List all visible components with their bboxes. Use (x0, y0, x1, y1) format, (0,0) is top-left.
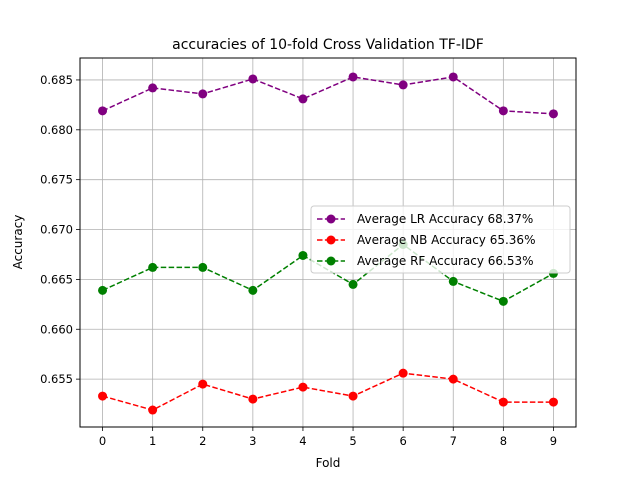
y-tick-label: 0.655 (40, 372, 73, 386)
y-tick-label: 0.680 (40, 123, 73, 137)
x-tick-label: 2 (199, 434, 206, 448)
data-point-series-0 (148, 83, 158, 93)
legend-marker-0 (326, 214, 336, 224)
y-axis-ticks: 0.655 0.660 0.665 0.670 0.675 0.680 0.685 (40, 73, 80, 386)
data-point-series-0 (248, 74, 258, 84)
x-tick-label: 4 (299, 434, 306, 448)
series-line-0 (102, 76, 554, 115)
x-tick-label: 5 (349, 434, 356, 448)
data-point-series-2 (248, 285, 258, 295)
data-point-series-1 (498, 397, 508, 407)
x-axis-ticks: 0 1 2 3 4 5 6 7 8 9 (99, 427, 557, 448)
legend-label-2: Average RF Accuracy 66.53% (357, 254, 534, 268)
y-tick-label: 0.670 (40, 223, 73, 237)
data-point-series-1 (98, 391, 108, 401)
data-point-series-1 (348, 391, 358, 401)
data-point-series-0 (498, 106, 508, 116)
x-tick-label: 3 (249, 434, 256, 448)
data-point-series-0 (548, 109, 558, 119)
data-point-series-1 (298, 382, 308, 392)
y-axis-label: Accuracy (11, 215, 25, 270)
legend-label-0: Average LR Accuracy 68.37% (357, 212, 533, 226)
data-point-series-1 (398, 368, 408, 378)
data-point-series-0 (198, 89, 208, 99)
legend-marker-1 (326, 235, 336, 245)
y-tick-label: 0.675 (40, 173, 73, 187)
data-point-series-0 (448, 72, 458, 82)
data-point-series-2 (148, 262, 158, 272)
legend-frame (310, 205, 571, 274)
x-tick-label: 1 (149, 434, 156, 448)
data-point-series-2 (498, 296, 508, 306)
data-point-series-0 (348, 72, 358, 82)
plot-area-frame (79, 57, 577, 428)
chart-title: accuracies of 10-fold Cross Validation T… (172, 37, 484, 53)
series-line-1 (102, 372, 554, 411)
legend-label-1: Average NB Accuracy 65.36% (357, 233, 535, 247)
y-tick-label: 0.685 (40, 73, 73, 87)
x-axis-label: Fold (316, 456, 341, 470)
data-point-series-0 (98, 106, 108, 116)
data-point-series-2 (448, 276, 458, 286)
data-point-series-1 (248, 394, 258, 404)
x-tick-label: 9 (550, 434, 557, 448)
data-point-series-2 (198, 262, 208, 272)
legend: Average LR Accuracy 68.37% Average NB Acc… (310, 205, 571, 274)
data-point-series-2 (348, 279, 358, 289)
x-tick-label: 7 (450, 434, 457, 448)
data-point-series-0 (298, 94, 308, 104)
data-point-series-2 (298, 250, 308, 260)
x-tick-label: 6 (399, 434, 406, 448)
data-point-series-1 (448, 374, 458, 384)
data-point-series-2 (98, 285, 108, 295)
x-tick-label: 0 (99, 434, 106, 448)
legend-marker-2 (326, 256, 336, 266)
x-tick-label: 8 (500, 434, 507, 448)
y-tick-label: 0.660 (40, 322, 73, 336)
y-tick-label: 0.665 (40, 272, 73, 286)
data-point-series-0 (398, 80, 408, 90)
data-point-series-1 (548, 397, 558, 407)
series-markers (98, 72, 558, 415)
data-point-series-1 (148, 405, 158, 415)
data-point-series-1 (198, 379, 208, 389)
